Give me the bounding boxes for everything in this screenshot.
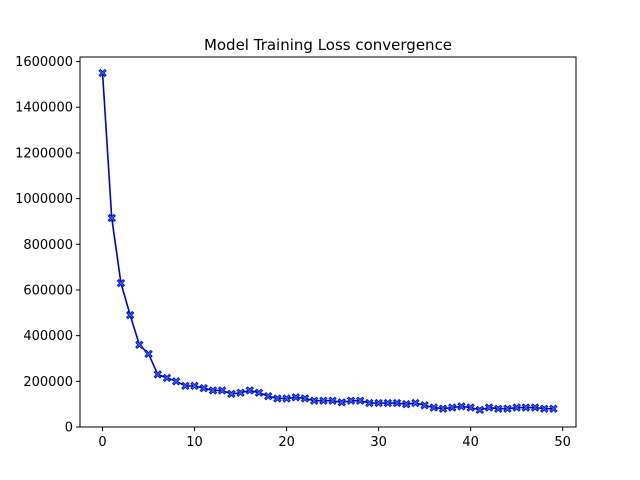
y-tick-label: 1600000 xyxy=(15,55,73,70)
data-point-marker xyxy=(448,403,457,412)
x-tick-label: 40 xyxy=(462,435,479,450)
data-point-marker xyxy=(530,403,540,412)
data-point-marker xyxy=(300,394,310,403)
data-point-marker xyxy=(438,404,448,413)
plot-series xyxy=(98,68,558,415)
data-point-marker xyxy=(328,396,337,405)
data-point-marker xyxy=(420,401,429,410)
data-point-marker xyxy=(484,403,494,412)
chart-title: Model Training Loss convergence xyxy=(204,36,452,54)
x-tick-label: 0 xyxy=(98,435,106,450)
data-point-marker xyxy=(310,396,319,405)
data-point-marker xyxy=(346,396,356,405)
data-point-marker xyxy=(254,388,264,397)
data-point-marker xyxy=(466,403,475,412)
data-point-marker xyxy=(374,398,383,408)
data-point-marker xyxy=(135,340,144,349)
x-tick-label: 50 xyxy=(554,435,571,450)
data-point-marker xyxy=(319,396,328,405)
data-point-marker xyxy=(291,393,300,402)
data-point-marker xyxy=(190,381,199,391)
data-point-marker xyxy=(218,386,227,395)
data-point-marker xyxy=(107,213,116,223)
y-tick-label: 1000000 xyxy=(15,192,73,207)
data-point-marker xyxy=(365,398,374,408)
data-point-marker xyxy=(153,370,162,379)
data-point-marker xyxy=(549,404,558,413)
data-point-marker xyxy=(457,402,466,411)
data-point-marker xyxy=(392,398,402,408)
data-point-marker xyxy=(227,389,236,399)
y-tick-label: 1200000 xyxy=(15,146,73,161)
data-point-marker xyxy=(475,405,485,415)
y-axis: 0 200000 400000 600000 800000 1000000 1200000 1… xyxy=(15,55,80,436)
data-point-marker xyxy=(540,404,549,413)
data-point-marker xyxy=(337,398,346,407)
data-point-marker xyxy=(429,403,438,412)
y-tick-label: 200000 xyxy=(23,375,73,390)
y-tick-label: 0 xyxy=(65,421,73,436)
data-point-marker xyxy=(245,386,254,395)
x-tick-label: 20 xyxy=(278,435,295,450)
data-point-marker xyxy=(236,388,245,397)
x-axis: 0 10 20 30 40 50 xyxy=(98,427,571,450)
data-point-marker xyxy=(181,381,190,391)
data-point-marker xyxy=(125,310,135,320)
y-tick-label: 1400000 xyxy=(15,101,73,116)
data-point-marker xyxy=(116,278,126,288)
data-point-marker xyxy=(356,396,365,405)
data-point-marker xyxy=(162,373,172,383)
data-point-marker xyxy=(512,403,521,412)
data-point-marker xyxy=(521,403,531,412)
data-point-marker xyxy=(494,404,503,413)
data-point-marker xyxy=(144,349,153,359)
plot-frame xyxy=(79,56,577,428)
x-tick-label: 30 xyxy=(370,435,387,450)
y-tick-label: 600000 xyxy=(23,283,73,298)
data-point-marker xyxy=(98,68,107,78)
data-point-marker xyxy=(273,394,282,403)
data-point-marker xyxy=(402,399,411,409)
data-point-marker xyxy=(264,392,273,401)
data-point-marker xyxy=(383,398,392,408)
y-tick-label: 400000 xyxy=(23,329,73,344)
data-point-marker xyxy=(503,404,512,413)
data-point-marker xyxy=(199,384,208,393)
y-tick-label: 800000 xyxy=(23,238,73,253)
data-point-marker xyxy=(208,386,218,395)
data-point-marker xyxy=(282,394,291,403)
data-point-marker xyxy=(411,398,420,408)
x-tick-label: 10 xyxy=(186,435,203,450)
data-point-marker xyxy=(171,377,181,386)
